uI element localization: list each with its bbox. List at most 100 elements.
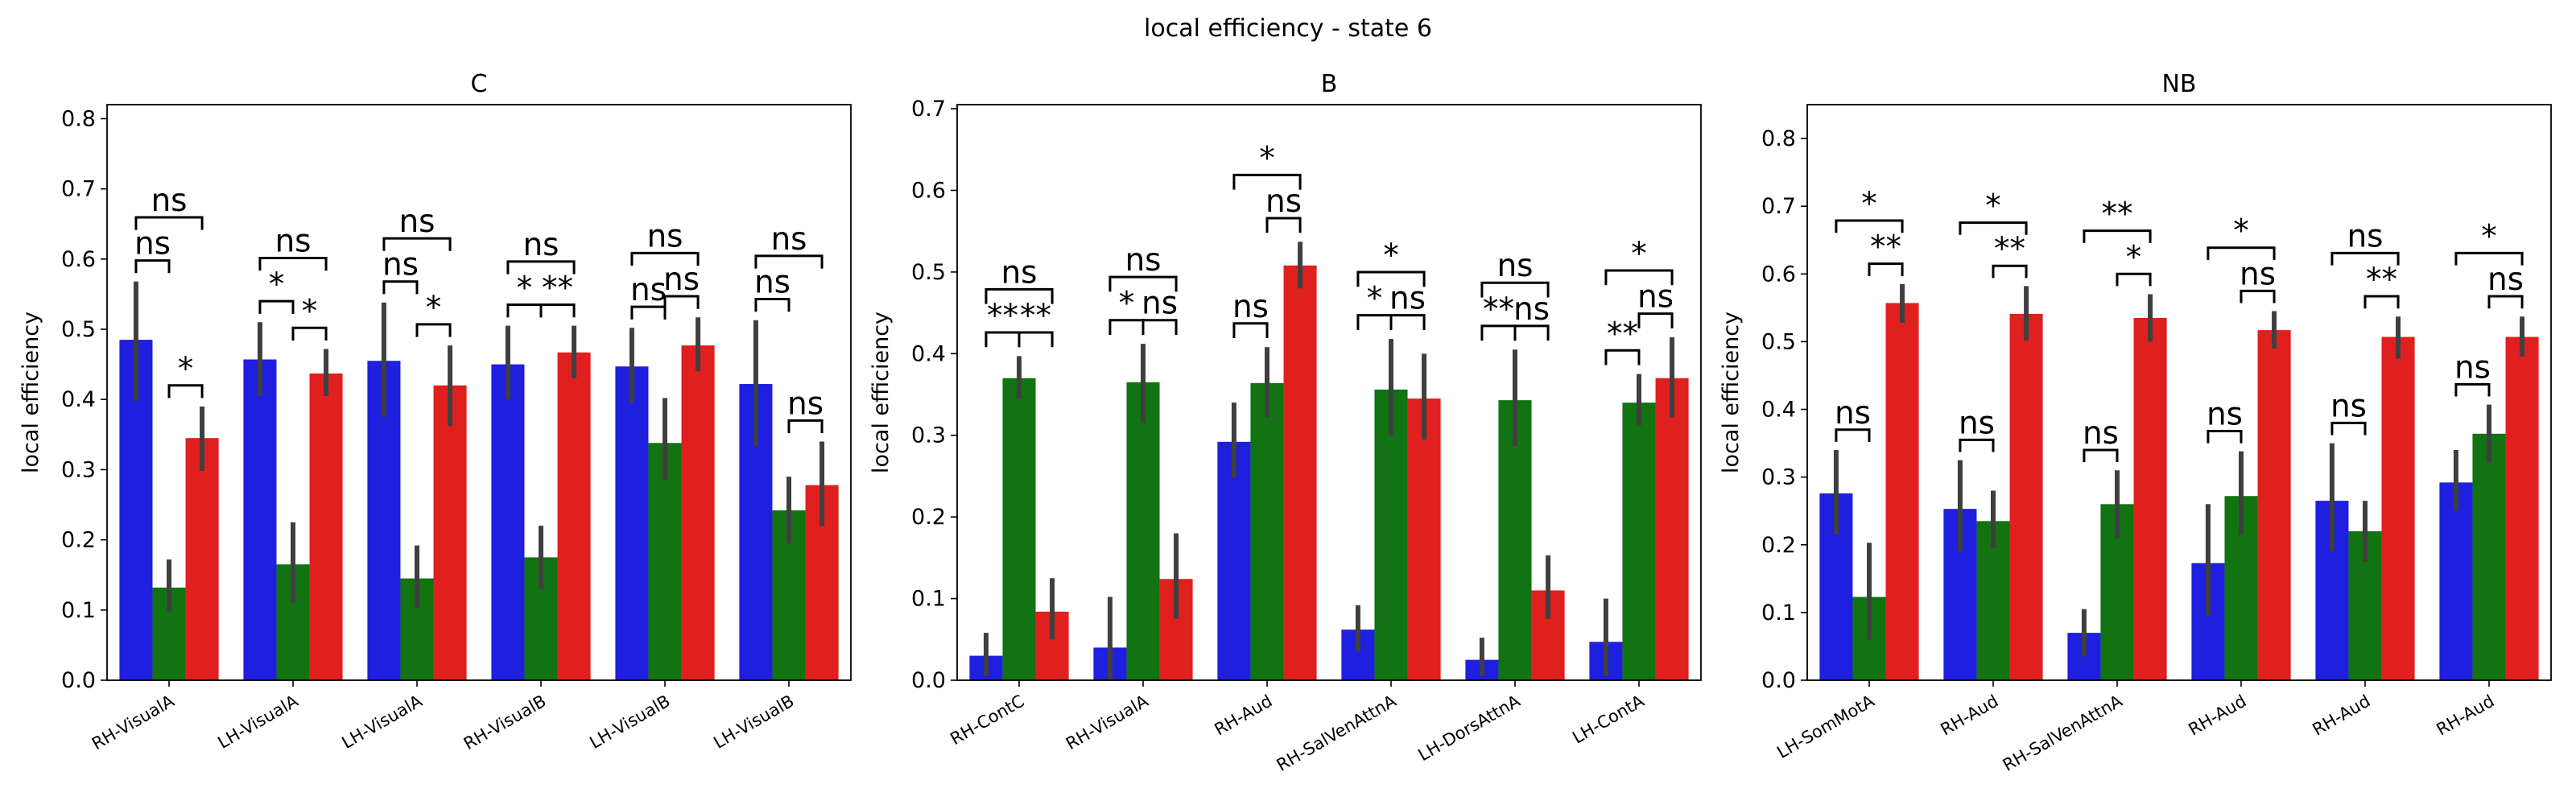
- bar: [615, 366, 649, 680]
- significance-label: ns: [754, 265, 791, 301]
- significance-bracket: [2240, 289, 2276, 303]
- bar: [1655, 378, 1689, 680]
- significance-bracket: [1868, 262, 1904, 276]
- significance-label: *: [1861, 186, 1877, 222]
- y-tick-label: 0.1: [911, 587, 946, 612]
- significance-label: *: [178, 351, 194, 387]
- significance-bracket: [1232, 173, 1302, 190]
- significance-label: **: [1020, 298, 1051, 334]
- significance-bracket: [1356, 270, 1426, 287]
- bar: [2505, 336, 2539, 680]
- significance-label: *: [1985, 188, 2001, 225]
- significance-bracket: [1513, 324, 1550, 341]
- x-tick-label: LH-VisualA: [214, 691, 302, 753]
- bar: [1002, 378, 1036, 680]
- y-tick-label: 0.1: [61, 598, 96, 623]
- x-tick-label: RH-VisualA: [89, 691, 178, 753]
- significance-label: *: [1259, 140, 1275, 176]
- significance-label: ns: [1513, 291, 1550, 328]
- bar: [1622, 402, 1656, 680]
- significance-bracket: [1108, 275, 1178, 292]
- bar: [557, 352, 591, 680]
- significance-label: **: [987, 298, 1018, 334]
- significance-label: *: [2233, 213, 2249, 250]
- significance-bracket: [2330, 421, 2367, 436]
- significance-label: *: [1119, 286, 1135, 322]
- significance-bracket: [630, 305, 667, 320]
- significance-label: ns: [2207, 396, 2243, 432]
- x-tick-label: RH-Aud: [1938, 691, 2002, 740]
- significance-bracket: [1992, 264, 2028, 279]
- x-tick-label: LH-VisualA: [338, 691, 426, 753]
- significance-bracket: [1480, 281, 1550, 298]
- significance-label: ns: [275, 224, 311, 260]
- significance-label: ns: [2487, 262, 2524, 298]
- bar: [2133, 317, 2167, 680]
- bar: [2381, 336, 2415, 680]
- significance-label: ns: [2083, 415, 2119, 452]
- significance-label: *: [517, 270, 533, 307]
- bar: [1283, 265, 1317, 680]
- significance-label: ns: [1496, 248, 1533, 284]
- significance-bracket: [754, 298, 791, 312]
- bar: [2009, 313, 2043, 680]
- y-axis-label: local efficiency: [19, 312, 43, 473]
- significance-bracket: [382, 237, 452, 251]
- bar: [1374, 389, 1408, 680]
- panel-2: NB 0.0 0.1 0.2 0.3 0.4 0.5 0.6 0.7 0.8 local effic…: [1719, 70, 2552, 775]
- significance-label: **: [1870, 229, 1901, 266]
- bar: [309, 373, 343, 680]
- bar: [2472, 433, 2506, 680]
- significance-bracket: [630, 251, 700, 266]
- significance-label: ns: [151, 183, 187, 219]
- y-tick-label: 0.0: [61, 668, 96, 693]
- x-tick-label: RH-Aud: [1212, 691, 1276, 740]
- significance-label: ns: [1959, 405, 1995, 441]
- bar: [491, 364, 525, 680]
- significance-bracket: [2454, 251, 2524, 266]
- y-tick-label: 0.6: [911, 178, 946, 203]
- significance-label: **: [1483, 291, 1514, 328]
- y-tick-label: 0.5: [911, 260, 946, 285]
- significance-label: ns: [522, 227, 559, 263]
- axes-frame: [956, 104, 1702, 681]
- significance-label: ns: [1125, 242, 1161, 279]
- x-tick-label: LH-VisualB: [710, 691, 797, 753]
- bar: [243, 359, 277, 680]
- significance-label: ns: [663, 262, 700, 298]
- significance-label: *: [1383, 237, 1399, 274]
- significance-bracket: [134, 259, 171, 274]
- x-tick-label: RH-Aud: [2434, 691, 2498, 740]
- bar: [433, 385, 467, 680]
- y-axis-label: local efficiency: [869, 312, 894, 473]
- significance-bracket: [2207, 429, 2243, 444]
- y-tick-label: 0.5: [61, 317, 96, 342]
- x-tick-label: RH-Aud: [2186, 691, 2250, 740]
- significance-bracket: [1356, 314, 1393, 330]
- significance-label: **: [1994, 231, 2025, 267]
- x-tick-label: RH-VisualB: [460, 691, 550, 754]
- bar: [1217, 441, 1251, 680]
- significance-bracket: [2083, 229, 2152, 243]
- significance-bracket: [258, 257, 328, 271]
- significance-label: ns: [1389, 281, 1426, 317]
- bar: [2439, 482, 2473, 680]
- significance-bracket: [985, 331, 1021, 348]
- bar: [681, 345, 715, 680]
- significance-label: **: [542, 270, 573, 307]
- y-tick-label: 0.0: [1761, 668, 1796, 693]
- significance-label: ns: [2240, 256, 2276, 292]
- y-tick-label: 0.6: [1761, 262, 1796, 287]
- y-tick-label: 0.2: [61, 528, 96, 553]
- significance-label: *: [2126, 239, 2142, 275]
- significance-bracket: [1018, 331, 1054, 348]
- significance-label: ns: [1141, 286, 1178, 322]
- significance-label: ns: [1637, 279, 1674, 316]
- panel-title: C: [471, 70, 488, 98]
- significance-bracket: [2487, 295, 2524, 309]
- significance-label: **: [2102, 196, 2133, 233]
- significance-label: *: [302, 293, 318, 329]
- significance-bracket: [2207, 246, 2276, 260]
- bar: [1126, 382, 1160, 680]
